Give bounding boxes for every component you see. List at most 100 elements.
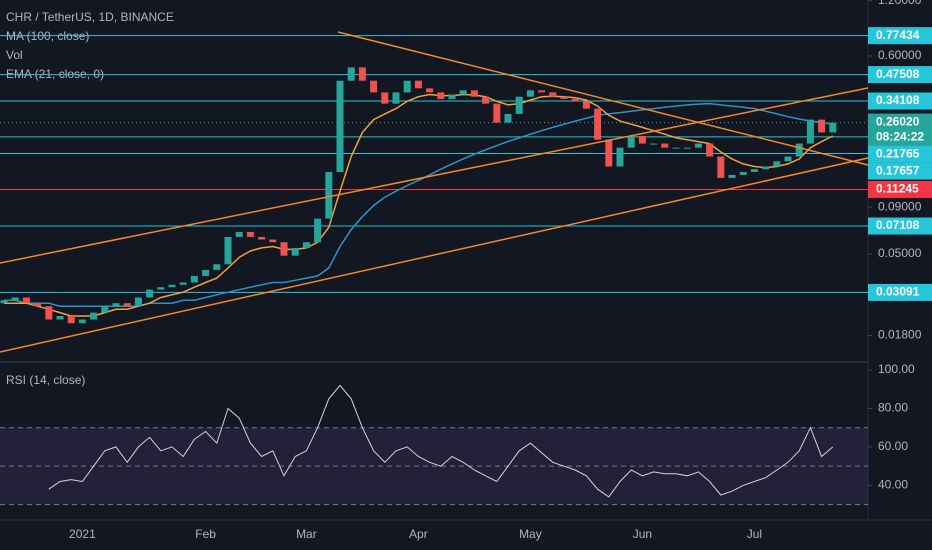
candle-body (269, 239, 277, 243)
price-label: 0.47508 (876, 67, 920, 81)
candle-body (806, 119, 814, 144)
y-tick-label: 100.00 (878, 362, 915, 376)
candle-body (426, 88, 434, 93)
candle-body (448, 94, 456, 99)
candle-body (650, 143, 658, 145)
chart-title: CHR / TetherUS, 1D, BINANCE (6, 10, 174, 24)
price-label-box (868, 27, 932, 45)
candle-body (571, 98, 579, 102)
candle-body (235, 231, 243, 237)
candle-body (101, 306, 109, 313)
candle-body (784, 156, 792, 162)
candle-body (728, 174, 736, 178)
candle-body (202, 269, 210, 276)
candle-body (392, 92, 400, 104)
y-tick-label: 40.00 (878, 478, 908, 492)
trend-line (337, 31, 869, 166)
candle-body (358, 67, 366, 81)
price-label-box (868, 66, 932, 84)
candle-body (717, 156, 725, 178)
candle-body (403, 80, 411, 93)
candle-body (280, 242, 288, 256)
candle-body (739, 171, 747, 175)
price-label: 0.26020 (876, 114, 920, 128)
candle-body (314, 218, 322, 243)
candle-body (638, 135, 646, 144)
candle-body (325, 171, 333, 219)
candle-body (829, 122, 837, 133)
candle-body (683, 147, 691, 149)
candle-body (302, 242, 310, 248)
candle-body (90, 312, 98, 320)
candle-body (22, 297, 30, 304)
candle-body (795, 143, 803, 157)
candle-body (213, 264, 221, 270)
y-tick-label: 60.00 (878, 439, 908, 453)
price-label: 0.03091 (876, 285, 920, 299)
candle-body (762, 166, 770, 170)
y-tick-label: 80.00 (878, 401, 908, 415)
candle-body (414, 80, 422, 89)
candle-body (582, 101, 590, 109)
price-label: 0.77434 (876, 28, 920, 42)
candle-body (0, 300, 8, 304)
candle-body (818, 119, 826, 133)
candle-body (190, 275, 198, 283)
indicator-line (4, 93, 834, 317)
candle-body (706, 143, 714, 157)
candle-body (347, 67, 355, 81)
candle-body (627, 135, 635, 148)
candle-body (773, 161, 781, 167)
candle-body (515, 96, 523, 114)
candle-body (134, 297, 142, 307)
price-label: 0.07108 (876, 218, 920, 232)
candle-body (34, 303, 42, 307)
x-tick-label: Jun (633, 527, 652, 541)
candle-body (672, 147, 680, 149)
x-tick-label: Jul (747, 527, 762, 541)
candle-body (11, 297, 19, 301)
candle-body (258, 236, 266, 240)
candle-body (56, 315, 64, 320)
y-tick-label: 0.01800 (878, 328, 922, 342)
candle-body (381, 92, 389, 104)
x-tick-label: May (519, 527, 542, 541)
price-label-box (868, 217, 932, 235)
candle-body (224, 236, 232, 265)
candle-body (549, 92, 557, 97)
rsi-title: RSI (14, close) (6, 373, 85, 387)
candle-body (291, 247, 299, 256)
candle-body (112, 303, 120, 307)
candle-body (526, 90, 534, 97)
candle-body (78, 319, 86, 324)
price-label: 0.21765 (876, 146, 920, 160)
candle-body (493, 103, 501, 123)
candle-body (605, 139, 613, 167)
price-label: 08:24:22 (876, 129, 924, 143)
legend-entry: MA (100, close) (6, 29, 89, 43)
price-label: 0.11245 (876, 182, 919, 196)
candle-body (470, 90, 478, 97)
price-label-box (868, 145, 932, 163)
x-tick-label: Feb (195, 527, 216, 541)
trend-line (0, 87, 869, 264)
candle-body (594, 108, 602, 140)
price-label-box (868, 180, 932, 198)
x-tick-label: 2021 (69, 527, 96, 541)
candle-body (694, 143, 702, 148)
candle-body (538, 90, 546, 93)
y-tick-label: 0.09000 (878, 199, 922, 213)
candle-body (560, 96, 568, 99)
y-tick-label: 1.20000 (878, 0, 922, 7)
candle-body (482, 96, 490, 104)
candle-body (146, 289, 154, 298)
candle-body (45, 306, 53, 320)
trend-line (0, 157, 869, 353)
y-tick-label: 0.05000 (878, 246, 922, 260)
price-label-box (868, 283, 932, 301)
price-label-box (868, 92, 932, 110)
x-tick-label: Mar (296, 527, 317, 541)
price-label: 0.17657 (876, 163, 920, 177)
